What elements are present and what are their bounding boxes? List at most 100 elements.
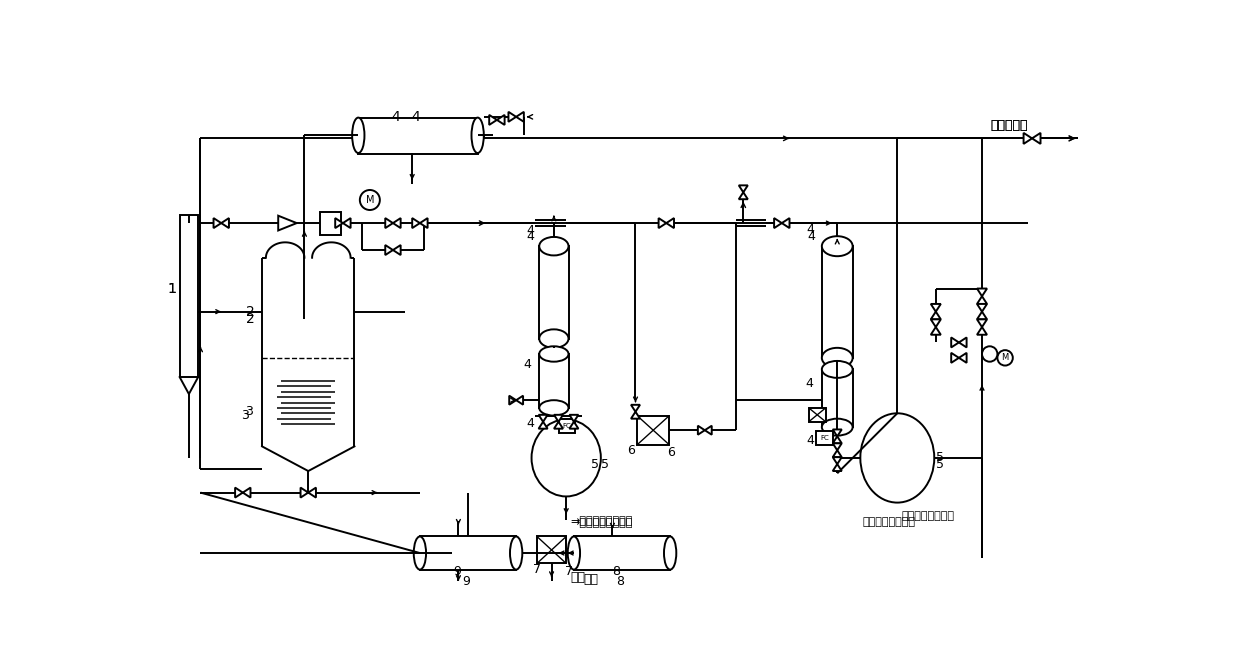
Polygon shape [538, 415, 548, 422]
Polygon shape [343, 218, 351, 228]
Bar [539, 354, 568, 408]
Polygon shape [420, 218, 428, 228]
Polygon shape [386, 218, 393, 228]
Ellipse shape [539, 237, 568, 255]
Polygon shape [393, 245, 401, 255]
Text: 4: 4 [526, 417, 534, 430]
Text: 4: 4 [806, 435, 815, 448]
Text: M: M [366, 195, 374, 205]
Text: FC: FC [563, 423, 572, 429]
Polygon shape [554, 415, 563, 422]
Ellipse shape [539, 329, 568, 348]
Text: 4: 4 [523, 358, 532, 370]
Polygon shape [510, 396, 516, 405]
Bar [808, 408, 826, 422]
Polygon shape [516, 396, 523, 405]
Polygon shape [704, 426, 712, 435]
Bar [822, 370, 853, 427]
Polygon shape [931, 304, 941, 312]
Ellipse shape [822, 361, 853, 378]
Polygon shape [977, 288, 987, 296]
Text: 5: 5 [591, 458, 599, 470]
Polygon shape [213, 218, 221, 228]
Ellipse shape [539, 346, 568, 362]
Text: 1: 1 [167, 282, 176, 296]
Polygon shape [236, 488, 243, 497]
Text: 4: 4 [412, 110, 420, 124]
Text: 4: 4 [526, 224, 534, 237]
Polygon shape [243, 488, 250, 497]
Text: FC: FC [821, 435, 830, 441]
Polygon shape [698, 426, 704, 435]
Text: 4: 4 [806, 222, 815, 236]
Circle shape [997, 350, 1013, 366]
Polygon shape [959, 337, 967, 347]
Polygon shape [516, 112, 523, 122]
Text: 5: 5 [936, 452, 944, 464]
Bar [320, 212, 341, 235]
Text: 5: 5 [600, 458, 609, 470]
Polygon shape [951, 337, 959, 347]
Text: 去碱液吸收: 去碱液吸收 [991, 119, 1028, 132]
Bar [558, 419, 575, 433]
Text: 9: 9 [463, 575, 470, 587]
Text: 空气: 空气 [583, 573, 599, 586]
Polygon shape [833, 444, 842, 450]
Text: 4: 4 [526, 230, 534, 243]
Polygon shape [221, 218, 229, 228]
Polygon shape [833, 436, 842, 444]
Text: 4: 4 [391, 110, 399, 124]
Text: 4: 4 [807, 230, 815, 243]
Polygon shape [1032, 133, 1040, 144]
Text: 8: 8 [613, 564, 620, 578]
Polygon shape [931, 327, 941, 335]
Polygon shape [977, 312, 987, 319]
Text: 2: 2 [246, 312, 255, 327]
Polygon shape [739, 192, 748, 199]
Polygon shape [278, 216, 296, 230]
Bar [420, 536, 516, 570]
Text: 5: 5 [936, 458, 944, 470]
Polygon shape [666, 218, 675, 228]
Ellipse shape [568, 536, 580, 570]
Polygon shape [833, 450, 842, 457]
Ellipse shape [352, 118, 365, 153]
Ellipse shape [414, 536, 427, 570]
Text: 空气: 空气 [570, 571, 585, 584]
Polygon shape [386, 245, 393, 255]
Polygon shape [538, 422, 548, 429]
Ellipse shape [539, 401, 568, 415]
Polygon shape [739, 185, 748, 192]
Text: 去碱液吸收: 去碱液吸收 [991, 119, 1028, 132]
Bar [358, 118, 477, 154]
Polygon shape [833, 429, 842, 436]
Polygon shape [658, 218, 666, 228]
Circle shape [982, 346, 997, 362]
Text: →去二氧化硫回收罐: →去二氧化硫回收罐 [570, 516, 632, 526]
Polygon shape [931, 312, 941, 319]
Polygon shape [569, 415, 578, 422]
Text: 9: 9 [453, 564, 461, 578]
Text: 去二氧化硫回收罐: 去二氧化硫回收罐 [901, 511, 954, 521]
Ellipse shape [822, 419, 853, 435]
Polygon shape [977, 327, 987, 335]
Text: 4: 4 [806, 377, 813, 390]
Polygon shape [300, 488, 309, 497]
Circle shape [360, 190, 379, 210]
Text: 3: 3 [246, 405, 253, 418]
Bar [574, 536, 670, 570]
Text: 3: 3 [241, 409, 249, 422]
Ellipse shape [532, 419, 601, 497]
Polygon shape [833, 457, 842, 464]
Ellipse shape [510, 536, 522, 570]
Text: 去二氧化硫回收罐: 去二氧化硫回收罐 [863, 517, 915, 527]
Polygon shape [977, 304, 987, 312]
Polygon shape [497, 115, 505, 125]
Polygon shape [412, 218, 420, 228]
Bar [816, 431, 833, 445]
Text: 6: 6 [627, 444, 635, 457]
Ellipse shape [822, 348, 853, 368]
Ellipse shape [861, 413, 934, 503]
Ellipse shape [471, 118, 484, 153]
Polygon shape [490, 115, 497, 125]
